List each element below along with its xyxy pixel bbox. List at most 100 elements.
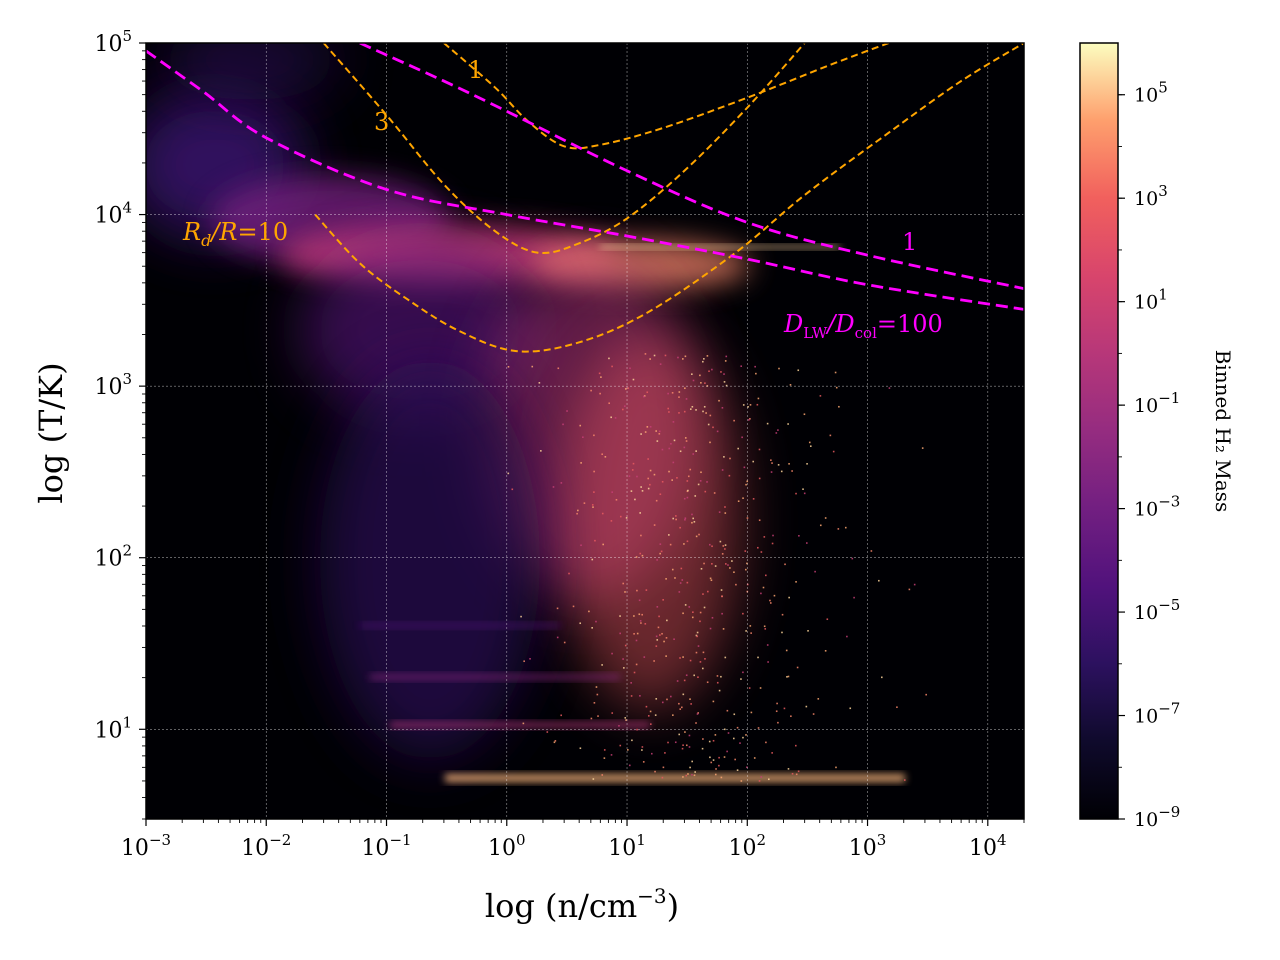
density-speckle <box>658 430 661 433</box>
density-speckle <box>714 773 717 776</box>
density-speckle <box>713 492 716 494</box>
density-speckle <box>666 698 668 701</box>
density-speckle <box>622 658 624 660</box>
density-speckle <box>757 656 759 659</box>
density-speckle <box>623 667 625 669</box>
density-speckle <box>757 546 759 549</box>
density-speckle <box>633 633 635 635</box>
density-speckle <box>593 470 595 473</box>
density-speckle <box>709 577 712 580</box>
density-speckle <box>743 466 746 469</box>
density-speckle <box>673 638 675 641</box>
density-speckle <box>696 631 699 634</box>
density-speckle <box>631 739 633 742</box>
density-speckle <box>788 596 790 599</box>
density-speckle <box>752 498 755 500</box>
density-speckle <box>870 550 873 552</box>
density-speckle <box>714 565 717 567</box>
density-speckle <box>708 740 711 743</box>
density-speckle <box>699 620 701 623</box>
density-speckle <box>684 518 686 521</box>
x-tick-label: 100 <box>488 831 526 861</box>
density-speckle <box>649 469 652 472</box>
density-speckle <box>685 398 688 400</box>
density-speckle <box>671 479 673 481</box>
density-speckle <box>595 620 597 623</box>
density-speckle <box>700 381 702 384</box>
density-speckle <box>636 728 638 731</box>
density-speckle <box>702 360 704 363</box>
density-speckle <box>668 534 670 536</box>
density-speckle <box>592 506 594 508</box>
colorbar-tick-label: 10−9 <box>1134 803 1180 831</box>
density-speckle <box>682 656 684 658</box>
density-speckle <box>580 544 582 547</box>
density-speckle <box>627 387 629 389</box>
density-speckle <box>737 447 739 450</box>
density-speckle <box>726 709 729 712</box>
density-speckle <box>703 358 705 360</box>
density-speckle <box>760 776 763 778</box>
density-speckle <box>684 517 687 519</box>
density-speckle <box>757 727 760 729</box>
density-speckle <box>644 623 647 625</box>
density-speckle <box>622 408 624 411</box>
density-speckle <box>808 441 811 444</box>
density-speckle <box>829 434 832 437</box>
density-speckle <box>760 592 762 595</box>
density-speckle <box>511 488 514 491</box>
density-speckle <box>756 403 759 406</box>
density-speckle <box>618 725 620 727</box>
colorbar <box>1079 42 1119 820</box>
density-speckle <box>654 770 656 773</box>
density-speckle <box>714 734 717 736</box>
density-speckle <box>630 682 632 684</box>
label-rd-1: 1 <box>468 56 483 84</box>
density-speckle <box>734 758 736 761</box>
density-speckle <box>641 613 643 616</box>
density-speckle <box>520 615 522 618</box>
density-speckle <box>661 632 663 635</box>
y-axis-title: log (T/K) <box>32 362 70 503</box>
density-speckle <box>796 666 799 669</box>
density-speckle <box>769 602 772 604</box>
density-speckle <box>661 776 664 779</box>
density-speckle <box>593 434 595 437</box>
density-speckle <box>655 698 658 700</box>
density-speckle <box>691 616 694 619</box>
density-speckle <box>683 679 686 682</box>
density-speckle <box>724 544 727 546</box>
density-speckle <box>668 470 670 473</box>
density-blob-cold <box>560 330 740 710</box>
density-speckle <box>785 649 788 652</box>
density-speckle <box>765 741 767 744</box>
density-speckle <box>659 493 662 496</box>
density-speckle <box>699 480 702 482</box>
density-speckle <box>684 387 686 390</box>
density-speckle <box>733 419 735 422</box>
density-speckle <box>735 583 737 586</box>
density-speckle <box>784 563 786 566</box>
density-speckle <box>691 773 693 776</box>
density-speckle <box>695 450 697 452</box>
density-speckle <box>712 700 715 703</box>
density-speckle <box>664 354 667 357</box>
density-speckle <box>562 423 564 426</box>
contour-labels: Rd/R=10 3 1 1 DLW/Dcol=100 <box>182 56 943 342</box>
density-speckle <box>908 588 911 591</box>
density-speckles <box>507 353 927 782</box>
density-speckle <box>758 780 761 782</box>
density-speckle <box>798 534 800 537</box>
density-speckle <box>746 562 748 565</box>
density-speckle <box>718 689 721 692</box>
density-speckle <box>767 778 770 781</box>
density-speckle <box>684 437 687 439</box>
density-speckle <box>795 492 797 495</box>
x-tick-label: 10−2 <box>241 831 291 861</box>
density-speckle <box>624 591 626 593</box>
density-speckle <box>709 627 712 630</box>
density-speckle <box>703 562 705 565</box>
density-speckle <box>635 663 638 666</box>
density-speckle <box>702 667 704 670</box>
